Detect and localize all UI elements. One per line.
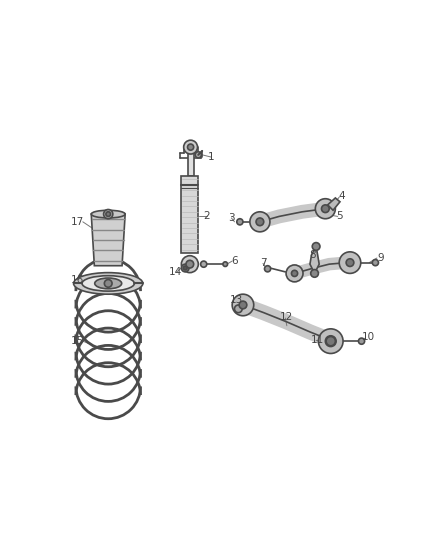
Text: 17: 17: [71, 217, 84, 227]
Circle shape: [232, 294, 254, 316]
Circle shape: [234, 305, 242, 313]
Ellipse shape: [95, 278, 122, 289]
Circle shape: [183, 266, 187, 270]
Text: 6: 6: [231, 256, 238, 266]
Circle shape: [372, 260, 378, 265]
Circle shape: [104, 280, 112, 287]
Circle shape: [237, 219, 243, 225]
Text: 16: 16: [71, 274, 84, 285]
Text: 3: 3: [228, 213, 235, 223]
Circle shape: [256, 218, 264, 225]
Circle shape: [201, 261, 207, 267]
Polygon shape: [310, 246, 319, 273]
Circle shape: [250, 212, 270, 232]
Circle shape: [339, 252, 361, 273]
Circle shape: [265, 265, 271, 272]
Circle shape: [103, 209, 113, 219]
Text: 9: 9: [378, 253, 384, 263]
Circle shape: [239, 301, 247, 309]
Text: 15: 15: [71, 336, 84, 346]
Text: 5: 5: [336, 212, 343, 221]
Circle shape: [325, 336, 336, 346]
Circle shape: [286, 265, 303, 282]
Text: 8: 8: [310, 250, 316, 260]
Circle shape: [181, 256, 198, 273]
Circle shape: [195, 152, 201, 158]
Text: 7: 7: [261, 257, 267, 268]
Circle shape: [315, 199, 336, 219]
Text: 4: 4: [338, 191, 345, 201]
Text: 13: 13: [230, 295, 243, 305]
Circle shape: [321, 205, 329, 213]
Text: 12: 12: [280, 311, 293, 321]
Circle shape: [187, 144, 194, 150]
Circle shape: [181, 264, 189, 272]
Ellipse shape: [74, 273, 143, 294]
Text: 11: 11: [311, 335, 324, 345]
Ellipse shape: [82, 276, 134, 291]
Circle shape: [186, 260, 194, 268]
Text: 2: 2: [204, 212, 210, 221]
Polygon shape: [187, 151, 194, 175]
Circle shape: [106, 212, 110, 216]
Circle shape: [291, 270, 298, 277]
Circle shape: [311, 270, 318, 277]
Text: 14: 14: [169, 267, 182, 277]
Circle shape: [312, 243, 320, 251]
Polygon shape: [181, 175, 198, 253]
Text: 10: 10: [362, 332, 375, 342]
Circle shape: [358, 338, 364, 344]
Polygon shape: [328, 198, 340, 210]
Ellipse shape: [91, 210, 125, 218]
Circle shape: [346, 259, 354, 266]
Circle shape: [326, 336, 336, 346]
Circle shape: [318, 329, 343, 353]
Text: 1: 1: [208, 152, 215, 162]
Circle shape: [184, 140, 198, 154]
Polygon shape: [91, 214, 125, 265]
Circle shape: [223, 262, 228, 266]
